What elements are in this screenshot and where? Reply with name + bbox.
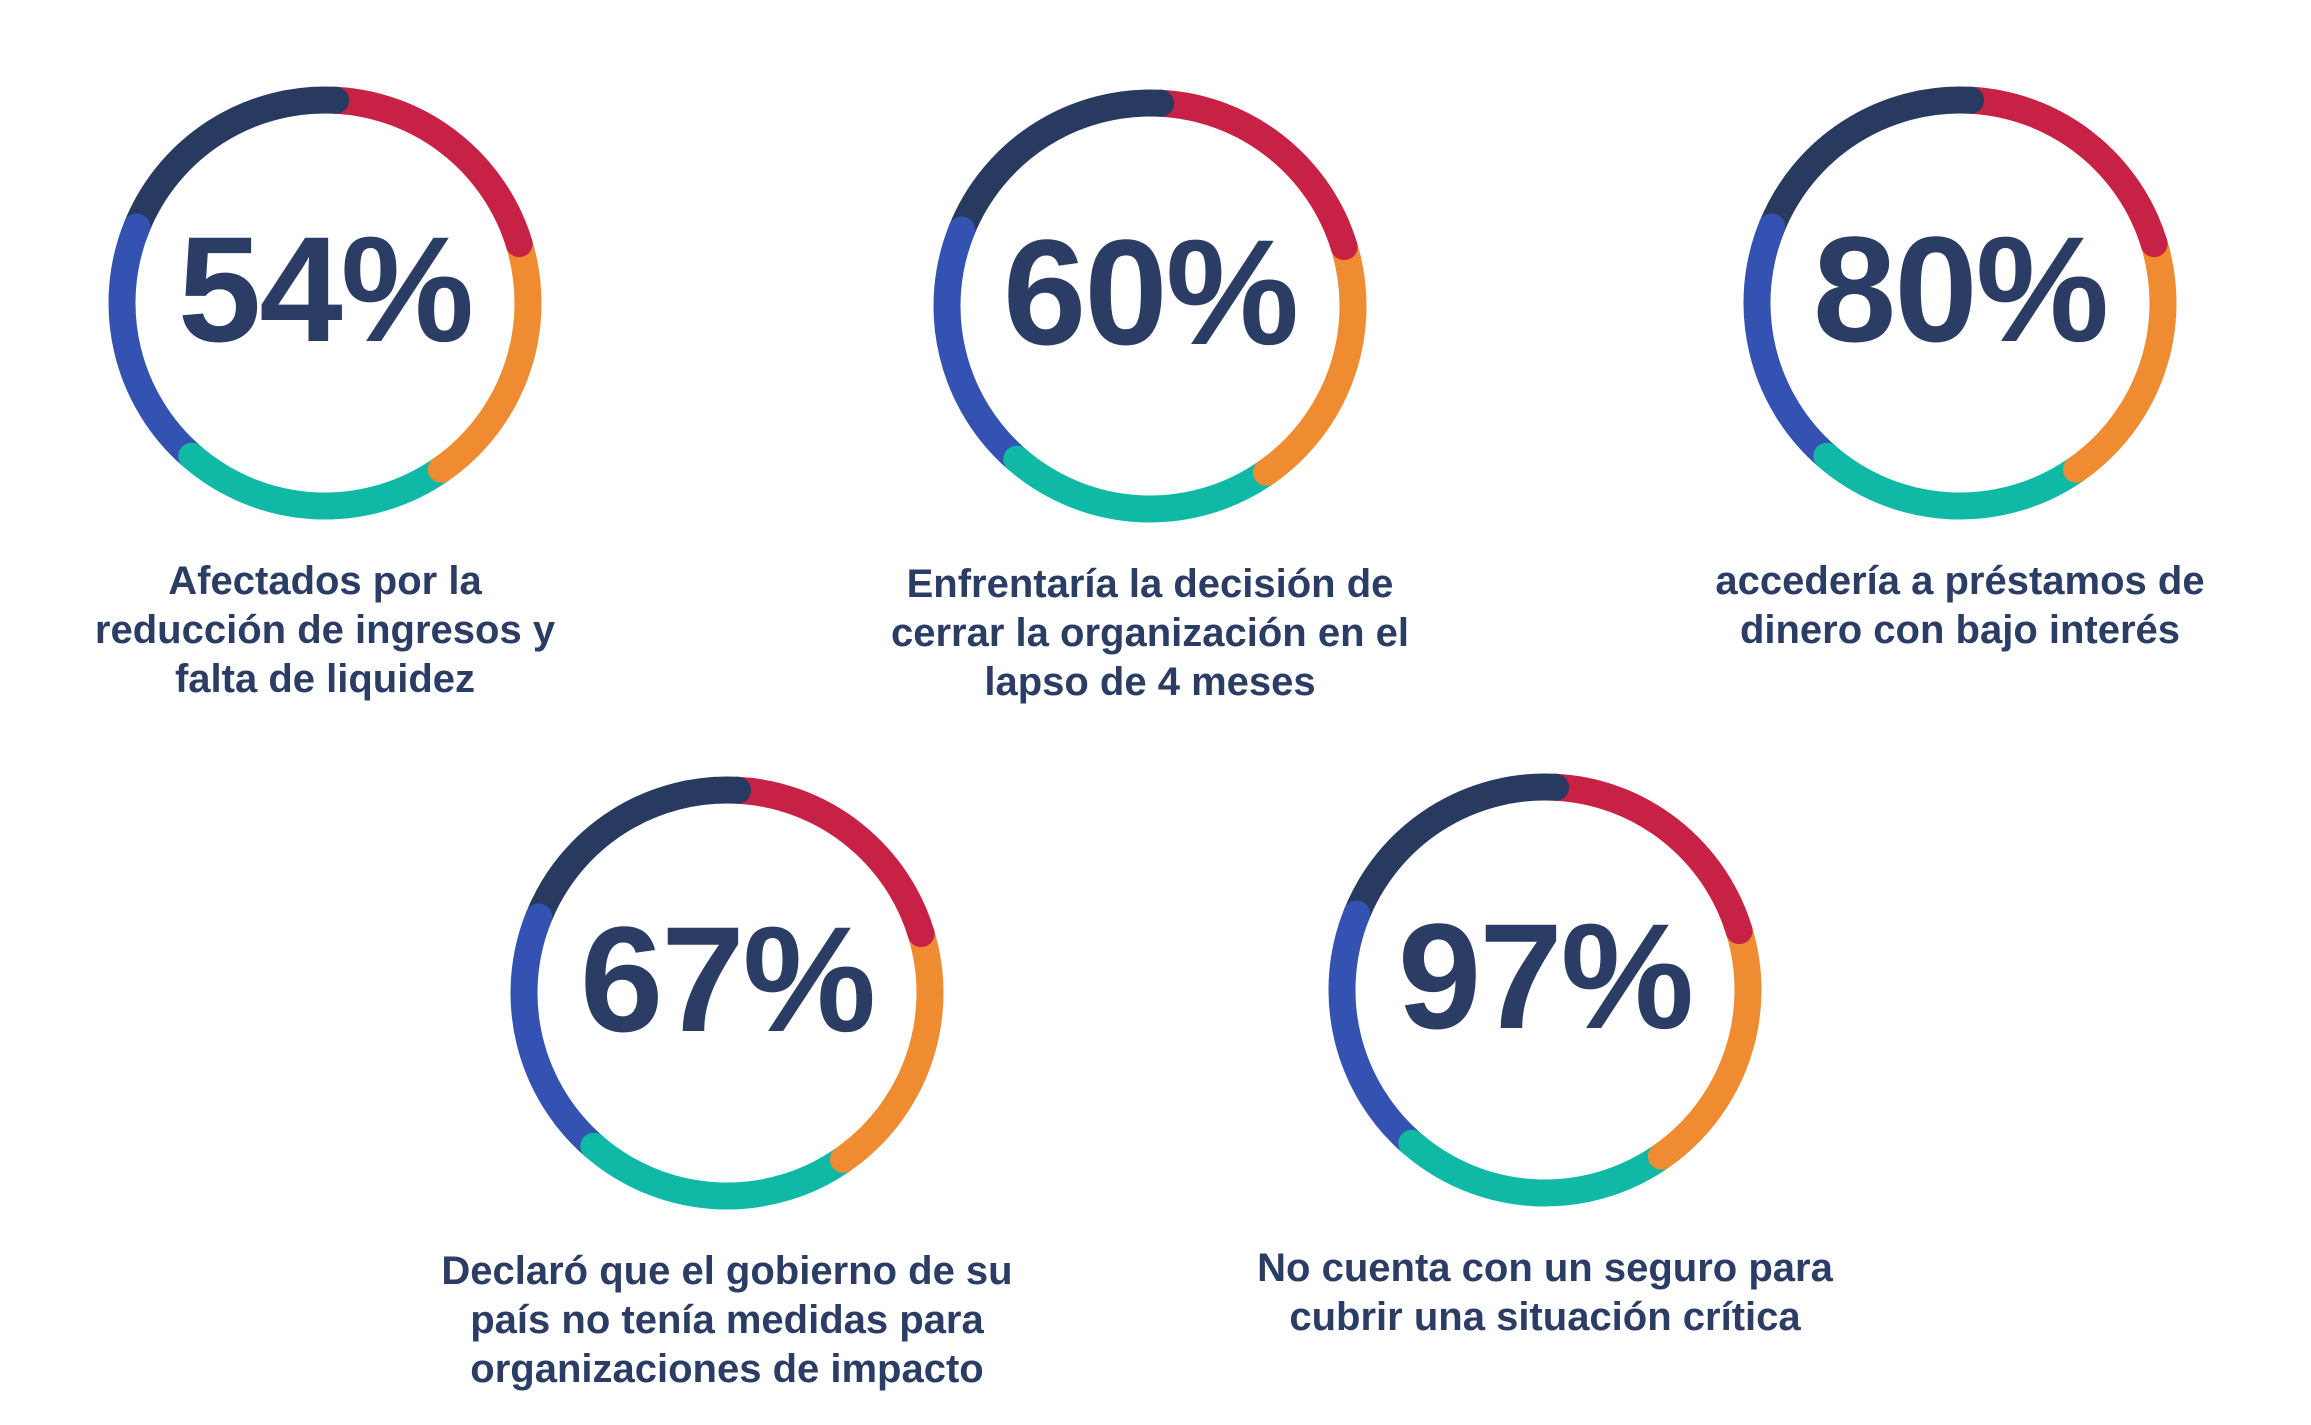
ring-segment-cap-teal bbox=[178, 442, 206, 470]
stat-caption: accedería a préstamos de dinero con bajo… bbox=[1715, 559, 2205, 652]
percent-value: 60% bbox=[1002, 207, 1299, 376]
stat-caption: No cuenta con un seguro para cubrir una … bbox=[1257, 1246, 1833, 1339]
ring-segment-cap-navy bbox=[1147, 89, 1175, 117]
ring-segment-cap-royal-blue bbox=[525, 903, 553, 931]
percent-value: 54% bbox=[177, 204, 474, 373]
ring-segment-cap-teal bbox=[580, 1132, 608, 1160]
ring-segment-cap-orange bbox=[1252, 458, 1280, 486]
ring-segment-cap-crimson bbox=[907, 920, 935, 948]
ring-segment-cap-orange bbox=[2062, 455, 2090, 483]
ring-segment-cap-teal bbox=[1003, 445, 1031, 473]
percent-ring: 97% bbox=[1315, 760, 1775, 1220]
ring-segment-cap-royal-blue bbox=[948, 216, 976, 244]
ring-segment-cap-crimson bbox=[2140, 230, 2168, 258]
ring-segment-cap-teal bbox=[1813, 442, 1841, 470]
ring-chart bbox=[933, 89, 1367, 523]
ring-chart bbox=[108, 86, 542, 520]
ring-segment-cap-orange bbox=[829, 1145, 857, 1173]
ring-segment-cap-royal-blue bbox=[1343, 900, 1371, 928]
ring-chart bbox=[1328, 773, 1762, 1207]
ring-chart bbox=[1743, 86, 2177, 520]
stat-caption: Enfrentaría la decisión de cerrar la org… bbox=[891, 562, 1409, 704]
stat-caption: Declaró que el gobierno de su país no te… bbox=[441, 1249, 1013, 1391]
ring-segment-cap-teal bbox=[1398, 1129, 1426, 1157]
ring-segment-cap-royal-blue bbox=[123, 213, 151, 241]
percent-ring: 60% bbox=[920, 76, 1380, 536]
percent-ring: 67% bbox=[497, 763, 957, 1223]
ring-segment-cap-navy bbox=[1542, 773, 1570, 801]
stat-block-97: 97% No cuenta con un seguro para cubrir … bbox=[1195, 760, 1895, 1342]
ring-chart bbox=[510, 776, 944, 1210]
stat-caption: Afectados por la reducción de ingresos y… bbox=[94, 559, 556, 701]
percent-value: 80% bbox=[1812, 204, 2109, 373]
ring-segment-cap-navy bbox=[724, 776, 752, 804]
percent-ring: 80% bbox=[1730, 73, 2190, 533]
stat-block-67: 67% Declaró que el gobierno de su país n… bbox=[377, 763, 1077, 1393]
ring-segment-cap-crimson bbox=[1725, 917, 1753, 945]
ring-segment-cap-navy bbox=[1957, 86, 1985, 114]
stat-block-60: 60% Enfrentaría la decisión de cerrar la… bbox=[800, 76, 1500, 706]
percent-value: 67% bbox=[579, 894, 876, 1063]
ring-segment-cap-navy bbox=[322, 86, 350, 114]
ring-segment-cap-orange bbox=[427, 455, 455, 483]
ring-segment-cap-crimson bbox=[1330, 233, 1358, 261]
percent-ring: 54% bbox=[95, 73, 555, 533]
ring-segment-cap-orange bbox=[1647, 1142, 1675, 1170]
ring-segment-cap-royal-blue bbox=[1758, 213, 1786, 241]
stat-block-80: 80% accedería a préstamos de dinero con … bbox=[1610, 73, 2310, 655]
percent-value: 97% bbox=[1397, 891, 1694, 1060]
ring-segment-cap-crimson bbox=[505, 230, 533, 258]
stat-block-54: 54% Afectados por la reducción de ingres… bbox=[0, 73, 675, 703]
